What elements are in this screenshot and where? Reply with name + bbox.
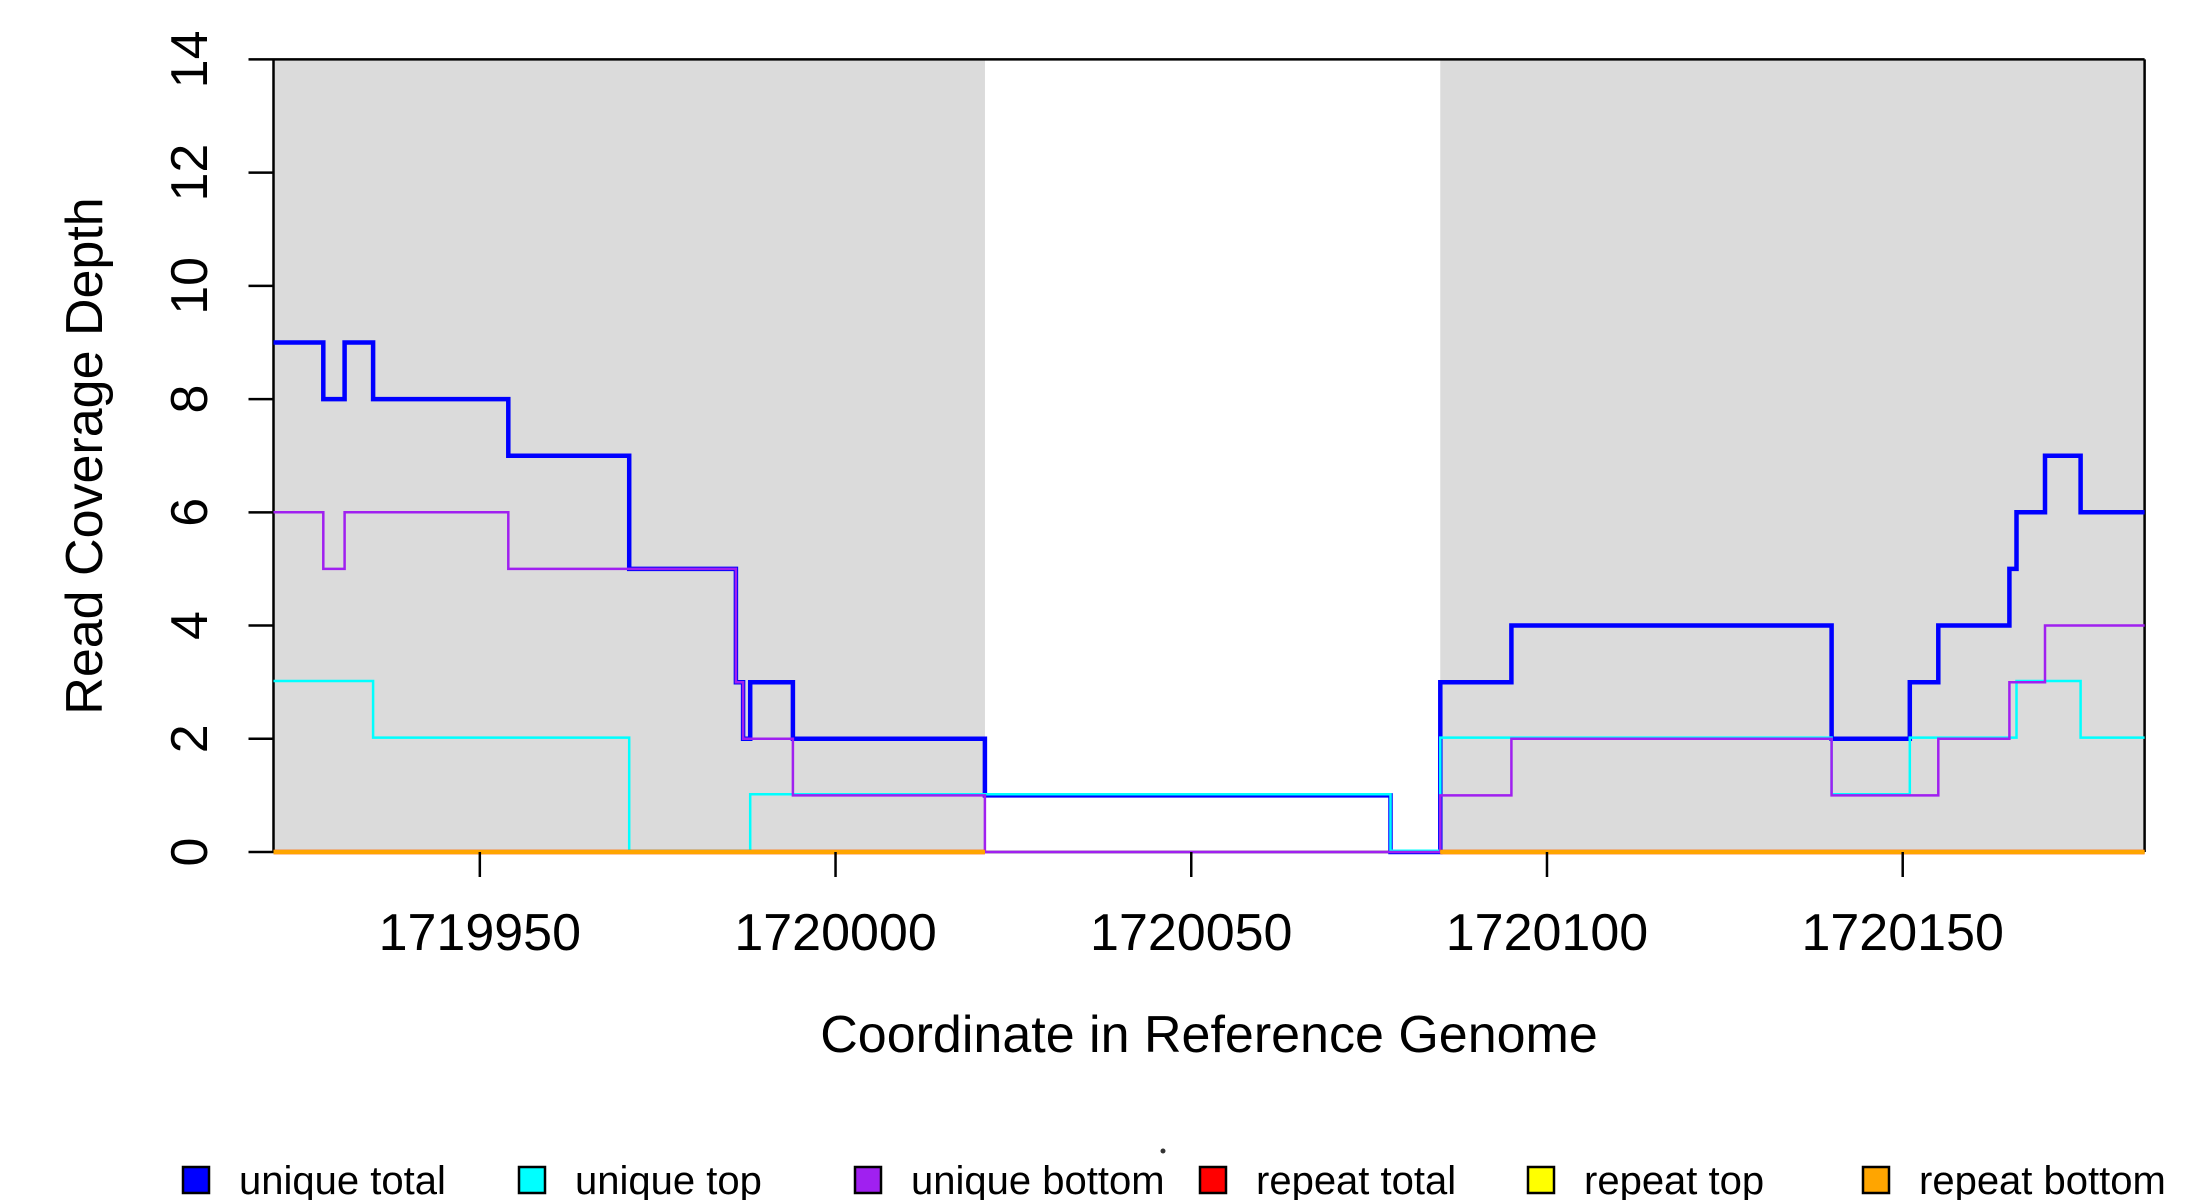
shaded-repeat-regions	[273, 59, 2145, 852]
legend-swatch-unique-bottom	[853, 1165, 883, 1195]
y-axis-title: Read Coverage Depth	[56, 197, 114, 714]
y-axis-tick-label: 14	[161, 30, 219, 88]
legend-swatch-unique-total	[181, 1165, 211, 1195]
series-unique-bottom	[273, 511, 2145, 854]
stray-dot-artifact	[1160, 1148, 1166, 1154]
x-axis-tick-label: 1720000	[734, 904, 936, 962]
axes: 1719950 1720000 1720050 1720100 1720150 0 2 4 6 8…	[161, 30, 2004, 962]
legend-swatch-unique-top	[517, 1165, 547, 1195]
y-axis-tick-label: 12	[161, 144, 219, 202]
legend-item: repeat total	[1198, 1159, 1456, 1200]
legend-swatch-repeat-bottom	[1861, 1165, 1891, 1195]
x-axis-tick-label: 1720050	[1090, 904, 1292, 962]
legend-swatch-repeat-total	[1198, 1165, 1228, 1195]
legend-item: unique top	[517, 1159, 762, 1200]
y-axis-tick-label: 4	[161, 611, 219, 640]
y-axis-tick-label: 6	[161, 498, 219, 527]
coverage-series	[273, 340, 2145, 855]
x-axis-tick-label: 1720100	[1446, 904, 1648, 962]
legend-label-repeat-top: repeat top	[1584, 1159, 1764, 1200]
legend-item: repeat top	[1526, 1159, 1764, 1200]
legend-item: unique total	[181, 1159, 446, 1200]
y-axis-tick-label: 0	[161, 838, 219, 867]
y-axis-tick-label: 2	[161, 724, 219, 753]
legend-swatch-repeat-top	[1526, 1165, 1556, 1195]
x-axis-tick-label: 1719950	[379, 904, 581, 962]
x-axis-tick-label: 1720150	[1801, 904, 2003, 962]
legend-item: unique bottom	[853, 1159, 1165, 1200]
series-path-unique-bottom	[273, 511, 2145, 854]
legend-item: repeat bottom	[1861, 1159, 2166, 1200]
x-axis-title: Coordinate in Reference Genome	[820, 1006, 1598, 1064]
legend-label-unique-top: unique top	[575, 1159, 762, 1200]
y-axis-tick-label: 8	[161, 385, 219, 414]
legend-label-repeat-total: repeat total	[1256, 1159, 1456, 1200]
legend-label-repeat-bottom: repeat bottom	[1919, 1159, 2166, 1200]
legend: unique total unique top unique bottom repea…	[181, 1148, 2166, 1200]
y-axis-tick-label: 10	[161, 257, 219, 315]
legend-label-unique-total: unique total	[239, 1159, 446, 1200]
repeat-region-2	[1440, 59, 2145, 852]
legend-label-unique-bottom: unique bottom	[911, 1159, 1165, 1200]
